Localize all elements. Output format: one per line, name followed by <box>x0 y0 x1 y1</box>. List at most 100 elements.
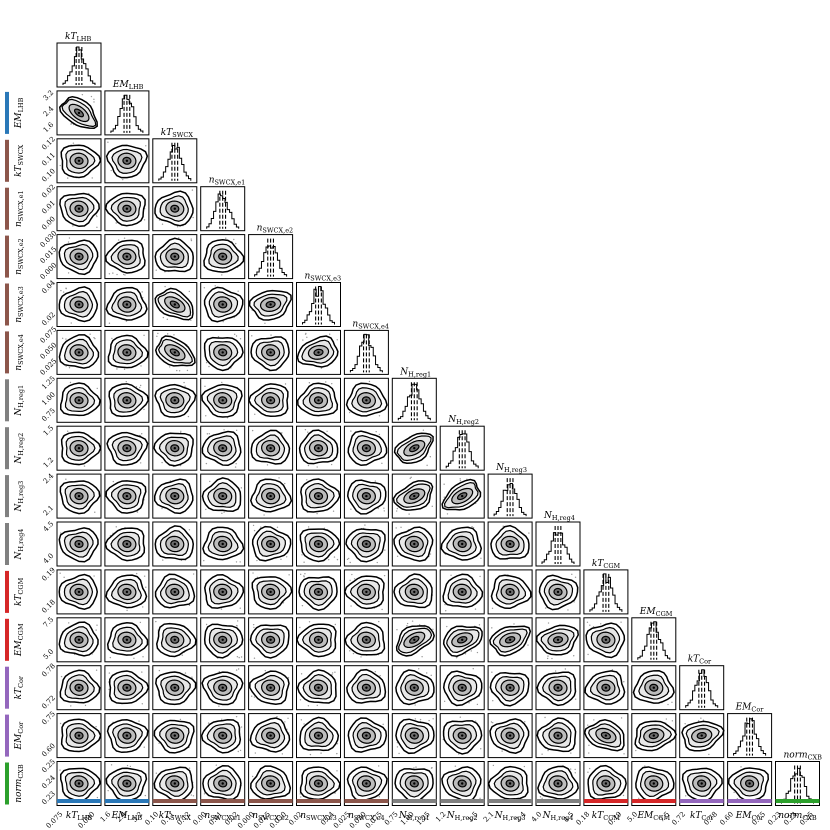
sample-point <box>667 703 669 706</box>
row-label-kt-cgm: kTCGM <box>14 577 25 606</box>
histogram-steps <box>589 573 623 612</box>
contour-panel-n-h-reg3-vs-em-cgm <box>487 617 533 663</box>
sample-point <box>445 610 447 612</box>
sample-point <box>587 653 589 656</box>
sample-point <box>190 238 192 240</box>
sample-point <box>414 704 416 706</box>
column-label-n-swcx-e3: nSWCX,e3 <box>300 811 337 822</box>
sample-point <box>396 555 399 557</box>
sample-point <box>574 772 576 774</box>
contour-center <box>221 542 224 546</box>
group-color-bar <box>5 618 9 661</box>
sample-point <box>60 675 63 678</box>
sample-point <box>145 145 147 147</box>
contour-center <box>125 159 129 162</box>
sample-point <box>316 512 318 515</box>
sample-point <box>470 650 472 652</box>
sample-point <box>307 464 310 467</box>
sample-point <box>69 381 72 384</box>
sample-point <box>139 384 142 387</box>
sample-point <box>564 668 567 670</box>
sample-point <box>443 496 446 498</box>
contour-center <box>652 734 655 737</box>
sample-point <box>299 573 302 576</box>
contour-panel-em-lhb-vs-n-swcx-e3 <box>104 282 150 327</box>
sample-point <box>141 703 144 705</box>
sample-point <box>620 717 623 719</box>
sample-point <box>671 720 674 722</box>
sample-point <box>573 601 575 603</box>
contour-center <box>700 782 703 785</box>
sample-point <box>331 672 334 674</box>
contour-center <box>77 734 81 737</box>
contour-panel-kt-lhb-vs-kt-swcx <box>56 138 102 184</box>
sample-point <box>474 608 477 610</box>
contour-center <box>269 494 272 498</box>
sample-point <box>408 513 410 515</box>
sample-point <box>191 676 193 678</box>
sample-point <box>252 623 255 626</box>
row-label-em-cgm: EMCGM <box>14 623 25 657</box>
sample-point <box>205 361 208 364</box>
sample-point <box>259 526 262 528</box>
contour-panel-n-h-reg1-vs-n-h-reg2 <box>391 425 437 471</box>
sample-point <box>513 623 515 625</box>
contour-center <box>365 734 368 737</box>
sample-point <box>551 657 553 660</box>
sample-point <box>410 476 412 479</box>
diagonal-title-n-swcx-e3: nSWCX,e3 <box>305 272 342 283</box>
sample-point <box>383 507 385 509</box>
sample-point <box>141 433 143 435</box>
contour-center <box>269 399 272 402</box>
sample-point <box>395 510 398 512</box>
sample-point <box>68 622 70 624</box>
sample-point <box>158 742 160 744</box>
sample-point <box>72 225 74 227</box>
contour-center <box>173 207 176 210</box>
sample-point <box>458 753 460 755</box>
sample-point <box>237 750 239 753</box>
sample-point <box>432 628 434 631</box>
histogram-steps <box>158 144 192 181</box>
sample-point <box>108 322 111 324</box>
sample-point <box>544 716 546 719</box>
sample-point <box>235 429 238 432</box>
contour-panel-em-lhb-vs-n-swcx-e1 <box>104 186 150 232</box>
diagonal-title-n-h-reg3: NH,reg3 <box>495 463 527 474</box>
group-color-bar <box>5 666 9 709</box>
sample-point <box>479 797 481 800</box>
sample-point <box>644 765 646 767</box>
sample-point <box>179 718 182 721</box>
contour-panel-n-h-reg1-vs-norm-cxb <box>391 761 437 806</box>
sample-point <box>60 532 62 534</box>
contour-center <box>77 494 81 498</box>
sample-point <box>141 671 143 673</box>
sample-point <box>502 525 504 527</box>
sample-point <box>476 651 479 654</box>
histogram-n-swcx-e4 <box>343 329 389 375</box>
contour-panel-n-swcx-e1-vs-em-cgm <box>200 617 246 663</box>
contour-center <box>77 159 81 162</box>
column-label-em-cor: EMCor <box>735 811 765 822</box>
sample-point <box>129 765 132 768</box>
sample-point <box>464 653 467 655</box>
contour-panel-kt-swcx-vs-kt-cgm <box>152 569 198 615</box>
sample-point <box>480 748 482 750</box>
contour-panel-n-swcx-e4-vs-kt-cor <box>343 665 389 711</box>
sample-point <box>89 333 91 335</box>
sample-point <box>374 671 377 673</box>
sample-point <box>421 655 423 658</box>
group-color-bar <box>488 799 533 803</box>
sample-point <box>541 797 543 800</box>
sample-point <box>192 573 195 575</box>
contour-panel-n-swcx-e1-vs-n-h-reg3 <box>200 473 246 519</box>
contour-center <box>173 590 176 594</box>
sample-point <box>611 669 614 671</box>
contour-center <box>461 638 464 641</box>
contour-panel-n-swcx-e2-vs-norm-cxb <box>248 761 294 806</box>
contour-panel-n-swcx-e1-vs-em-cor <box>200 713 246 759</box>
sample-point <box>446 513 449 515</box>
contour-panel-n-h-reg4-vs-norm-cxb <box>535 761 581 806</box>
sample-point <box>63 576 65 579</box>
